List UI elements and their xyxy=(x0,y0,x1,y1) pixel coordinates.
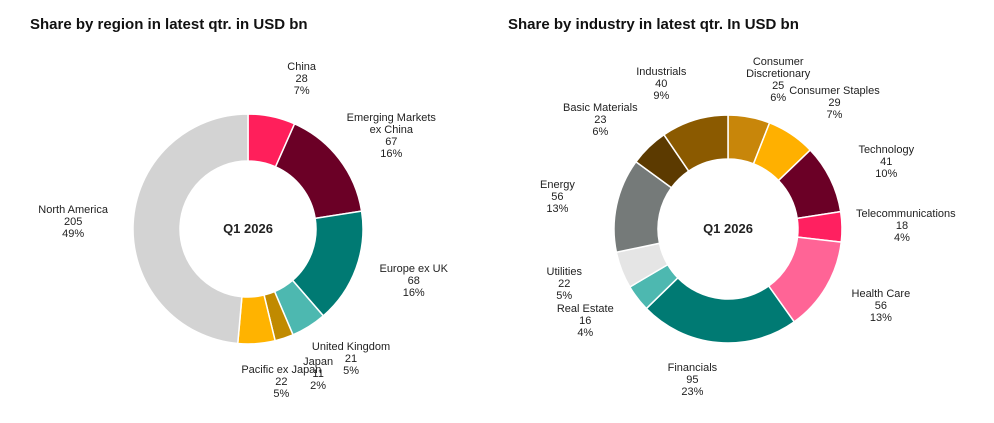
value-label: 56 xyxy=(551,190,564,203)
slice-label: Pacific ex Japan 22 5% xyxy=(241,364,321,400)
percent-label: 5% xyxy=(556,289,573,302)
value-label: 25 xyxy=(772,79,785,92)
slice-label: Technology 41 10% xyxy=(858,144,914,180)
slice-label: North America 205 49% xyxy=(38,204,108,240)
chart-title: Share by industry in latest qtr. In USD … xyxy=(508,16,799,33)
value-label: 68 xyxy=(407,275,420,288)
percent-label: 7% xyxy=(293,85,310,98)
slice-label: Utilities 22 5% xyxy=(547,266,582,302)
value-label: 22 xyxy=(275,375,288,388)
category-name: Basic Materials xyxy=(563,101,638,114)
slice-label: China 28 7% xyxy=(287,61,316,97)
slice-label: Consumer Discretionary 25 6% xyxy=(732,56,824,104)
percent-label: 4% xyxy=(577,327,594,340)
percent-label: 5% xyxy=(273,387,290,400)
percent-label: 49% xyxy=(62,228,85,241)
value-label: 56 xyxy=(874,300,887,313)
category-name: China xyxy=(287,61,317,74)
category-name: Technology xyxy=(858,143,915,156)
slice-label: Real Estate 16 4% xyxy=(557,303,614,339)
percent-label: 16% xyxy=(380,147,403,160)
value-label: 18 xyxy=(895,220,909,233)
slice-label: Basic Materials 23 6% xyxy=(563,102,638,138)
donut-slice xyxy=(662,114,729,173)
value-label: 11 xyxy=(312,368,324,381)
slice-label: Emerging Markets ex China 67 16% xyxy=(345,112,437,160)
center-label: Q1 2026 xyxy=(703,221,753,236)
percent-label: 2% xyxy=(310,380,327,393)
percent-label: 13% xyxy=(869,312,892,325)
value-label: 22 xyxy=(558,277,571,290)
value-label: 205 xyxy=(63,216,83,229)
percent-label: 23% xyxy=(681,386,704,399)
category-name: Industrials xyxy=(636,65,687,78)
value-label: 23 xyxy=(594,113,607,126)
percent-label: 6% xyxy=(592,125,609,138)
slice-label: Japan 11 2% xyxy=(303,356,333,392)
category-name: Emerging Markets ex China xyxy=(346,111,436,136)
category-name: Health Care xyxy=(851,288,911,301)
percent-label: 6% xyxy=(770,91,787,104)
percent-label: 10% xyxy=(875,167,898,180)
slice-label: Energy 56 13% xyxy=(540,179,575,215)
value-label: 40 xyxy=(655,77,668,90)
slice-label: United Kingdom 21 5% xyxy=(312,341,390,377)
category-name: Consumer Discretionary xyxy=(746,55,811,80)
slice-label: Financials 95 23% xyxy=(668,362,718,398)
value-label: 95 xyxy=(686,374,699,387)
percent-label: 7% xyxy=(826,108,843,121)
slice-label: Industrials 40 9% xyxy=(636,66,686,102)
slice-label: Telecommunications 18 4% xyxy=(855,208,956,245)
percent-label: 9% xyxy=(653,89,670,102)
value-label: 29 xyxy=(828,96,841,109)
category-name: United Kingdom xyxy=(311,340,391,353)
category-name: Utilities xyxy=(546,265,582,278)
percent-label: 16% xyxy=(402,287,425,300)
chart-title: Share by region in latest qtr. in USD bn xyxy=(30,16,308,33)
value-label: 16 xyxy=(579,315,592,328)
value-label: 67 xyxy=(385,135,398,148)
category-name: North America xyxy=(38,204,108,217)
category-name: Consumer Staples xyxy=(789,84,880,97)
slice-label: Health Care 56 13% xyxy=(852,288,911,324)
percent-label: 13% xyxy=(546,202,569,215)
category-name: Europe ex UK xyxy=(379,263,448,276)
value-label: 41 xyxy=(880,155,893,168)
value-label: 21 xyxy=(344,352,358,365)
donut-slice xyxy=(132,113,249,345)
percent-label: 5% xyxy=(343,364,359,377)
slice-label: Consumer Staples 29 7% xyxy=(789,85,880,121)
category-name: Japan xyxy=(303,356,334,369)
category-name: Telecommunications xyxy=(855,208,956,221)
value-label: 28 xyxy=(295,73,308,86)
slice-label: Europe ex UK 68 16% xyxy=(379,263,447,299)
category-name: Financials xyxy=(667,362,718,375)
percent-label: 4% xyxy=(894,232,910,245)
category-name: Pacific ex Japan xyxy=(241,363,322,376)
center-label: Q1 2026 xyxy=(223,221,273,236)
category-name: Energy xyxy=(539,178,575,191)
category-name: Real Estate xyxy=(556,303,614,316)
